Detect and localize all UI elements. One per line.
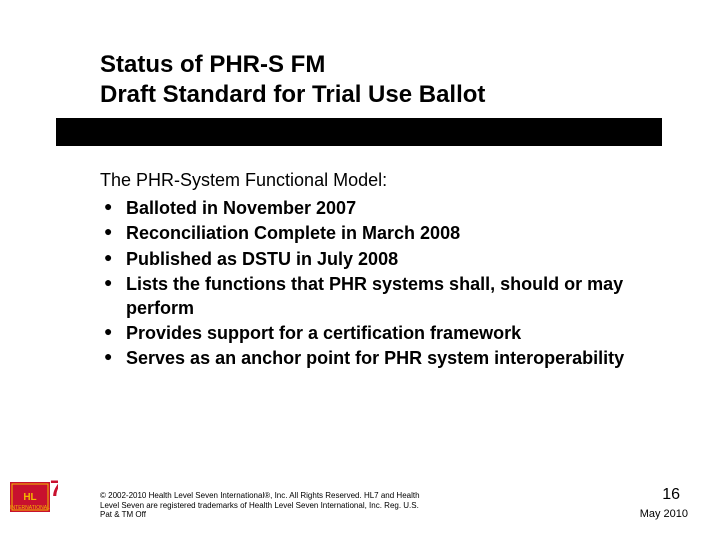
page-number: 16 (662, 486, 680, 504)
list-item: Balloted in November 2007 (100, 197, 645, 220)
svg-text:HL: HL (23, 492, 36, 503)
slide-title: Status of PHR-S FM Draft Standard for Tr… (100, 50, 640, 110)
title-line-2: Draft Standard for Trial Use Ballot (100, 80, 640, 110)
list-item: Lists the functions that PHR systems sha… (100, 273, 645, 320)
title-underline-bar (56, 118, 662, 146)
title-line-1: Status of PHR-S FM (100, 50, 640, 80)
list-item: Published as DSTU in July 2008 (100, 248, 645, 271)
copyright-text: © 2002-2010 Health Level Seven Internati… (100, 491, 430, 520)
content-area: The PHR-System Functional Model: Ballote… (100, 170, 645, 373)
svg-text:7: 7 (50, 476, 58, 501)
bullet-list: Balloted in November 2007 Reconciliation… (100, 197, 645, 371)
list-item: Reconciliation Complete in March 2008 (100, 222, 645, 245)
hl7-logo: HL INTERNATIONAL 7 (10, 476, 58, 516)
slide-date: May 2010 (640, 508, 688, 520)
list-item: Serves as an anchor point for PHR system… (100, 347, 645, 370)
intro-text: The PHR-System Functional Model: (100, 170, 645, 191)
list-item: Provides support for a certification fra… (100, 322, 645, 345)
svg-text:INTERNATIONAL: INTERNATIONAL (10, 505, 50, 511)
